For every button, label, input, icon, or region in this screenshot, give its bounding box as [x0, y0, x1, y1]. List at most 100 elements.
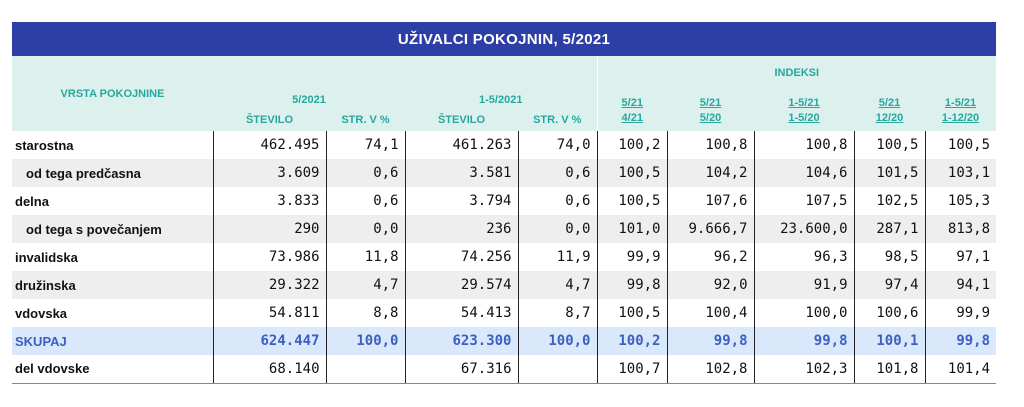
cell: 99,8 — [924, 327, 997, 355]
cell: 101,0 — [596, 215, 667, 243]
cell — [325, 355, 405, 384]
row-label: delna — [15, 193, 49, 209]
header-stevilo-jan-may: ŠTEVILO — [405, 109, 518, 131]
cell: 104,6 — [753, 159, 854, 187]
cell: 462.495 — [212, 131, 326, 159]
row-label: vdovska — [15, 305, 68, 321]
cell: 105,3 — [924, 187, 997, 215]
cell: 11,9 — [517, 243, 597, 271]
pension-table: VRSTA POKOJNINE INDEKSI 5/2021 1-5/2021 … — [12, 56, 997, 384]
cell: 100,5 — [596, 299, 667, 327]
table-row-s-povecanjem: od tega s povečanjem 290 0,0 236 0,0 101… — [12, 215, 997, 243]
cell: 74,1 — [325, 131, 405, 159]
pension-table-panel: UŽIVALCI POKOJNIN, 5/2021 VRSTA POKOJNIN… — [12, 22, 997, 384]
cell: 29.574 — [404, 271, 518, 299]
row-label: družinska — [12, 271, 213, 299]
cell: 23.600,0 — [753, 215, 854, 243]
cell: 100,0 — [325, 327, 405, 355]
header-indices: INDEKSI — [596, 56, 997, 90]
cell: 4,7 — [517, 271, 597, 299]
cell: 100,8 — [753, 131, 854, 159]
header-stevilo-may: ŠTEVILO — [213, 109, 326, 131]
header-group-jan-may: 1-5/2021 — [405, 90, 597, 109]
cell: 101,5 — [853, 159, 925, 187]
cell: 813,8 — [924, 215, 997, 243]
cell — [517, 355, 597, 384]
header-index-1: 5/21 4/21 — [596, 90, 667, 131]
cell: 100,5 — [924, 131, 997, 159]
cell: 74,0 — [517, 131, 597, 159]
header-index-4: 5/21 12/20 — [854, 90, 925, 131]
cell: 97,1 — [924, 243, 997, 271]
cell: 3.794 — [404, 187, 518, 215]
cell: 3.581 — [404, 159, 518, 187]
cell: 9.666,7 — [666, 215, 754, 243]
cell: 3.609 — [212, 159, 326, 187]
cell: 100,6 — [853, 299, 925, 327]
row-label: invalidska — [15, 249, 78, 265]
cell: 100,5 — [853, 131, 925, 159]
cell: 0,6 — [325, 159, 405, 187]
cell: 91,9 — [753, 271, 854, 299]
cell: 100,0 — [517, 327, 597, 355]
cell: 102,5 — [853, 187, 925, 215]
header-group-may: 5/2021 — [213, 90, 405, 109]
cell: 236 — [404, 215, 518, 243]
cell: 101,4 — [924, 355, 997, 384]
cell: 54.811 — [212, 299, 326, 327]
cell: 624.447 — [212, 327, 326, 355]
cell: 100,7 — [596, 355, 667, 384]
row-label: starostna — [15, 137, 74, 153]
cell: 73.986 — [212, 243, 326, 271]
header-str-jan-may: STR. V % — [518, 109, 597, 131]
table-row-skupaj: SKUPAJ 624.447 100,0 623.300 100,0 100,2… — [12, 327, 997, 355]
cell: 99,9 — [924, 299, 997, 327]
row-label: od tega s povečanjem — [12, 215, 213, 243]
cell: 102,8 — [666, 355, 754, 384]
cell: 107,6 — [666, 187, 754, 215]
cell: 107,5 — [753, 187, 854, 215]
cell: 98,5 — [853, 243, 925, 271]
cell: 99,8 — [753, 327, 854, 355]
cell: 623.300 — [404, 327, 518, 355]
table-title: UŽIVALCI POKOJNIN, 5/2021 — [12, 22, 996, 56]
table-row-druzinska: družinska 29.322 4,7 29.574 4,7 99,8 92,… — [12, 271, 997, 299]
cell: 54.413 — [404, 299, 518, 327]
table-row-del-vdovske: del vdovske 68.140 67.316 100,7 102,8 10… — [12, 355, 997, 384]
cell: 29.322 — [212, 271, 326, 299]
cell: 100,0 — [753, 299, 854, 327]
cell: 100,5 — [596, 159, 667, 187]
header-index-3: 1-5/21 1-5/20 — [754, 90, 854, 131]
table-row-vdovska: vdovska 54.811 8,8 54.413 8,7 100,5 100,… — [12, 299, 997, 327]
cell: 0,6 — [325, 187, 405, 215]
cell: 97,4 — [853, 271, 925, 299]
table-row-predcasna: od tega predčasna 3.609 0,6 3.581 0,6 10… — [12, 159, 997, 187]
cell: 74.256 — [404, 243, 518, 271]
cell: 100,2 — [596, 131, 667, 159]
cell: 96,3 — [753, 243, 854, 271]
cell: 461.263 — [404, 131, 518, 159]
header-str-may: STR. V % — [326, 109, 405, 131]
cell: 102,3 — [753, 355, 854, 384]
table-row-invalidska: invalidska 73.986 11,8 74.256 11,9 99,9 … — [12, 243, 997, 271]
cell: 100,2 — [596, 327, 667, 355]
cell: 4,7 — [325, 271, 405, 299]
cell: 92,0 — [666, 271, 754, 299]
cell: 11,8 — [325, 243, 405, 271]
cell: 94,1 — [924, 271, 997, 299]
row-label: del vdovske — [12, 355, 213, 384]
cell: 103,1 — [924, 159, 997, 187]
header-spacer — [213, 56, 597, 90]
cell: 99,8 — [666, 327, 754, 355]
cell: 287,1 — [853, 215, 925, 243]
cell: 100,8 — [666, 131, 754, 159]
cell: 0,0 — [517, 215, 597, 243]
cell: 0,0 — [325, 215, 405, 243]
cell: 101,8 — [853, 355, 925, 384]
cell: 100,1 — [853, 327, 925, 355]
cell: 0,6 — [517, 159, 597, 187]
cell: 99,8 — [596, 271, 667, 299]
cell: 104,2 — [666, 159, 754, 187]
cell: 290 — [212, 215, 326, 243]
cell: 8,7 — [517, 299, 597, 327]
